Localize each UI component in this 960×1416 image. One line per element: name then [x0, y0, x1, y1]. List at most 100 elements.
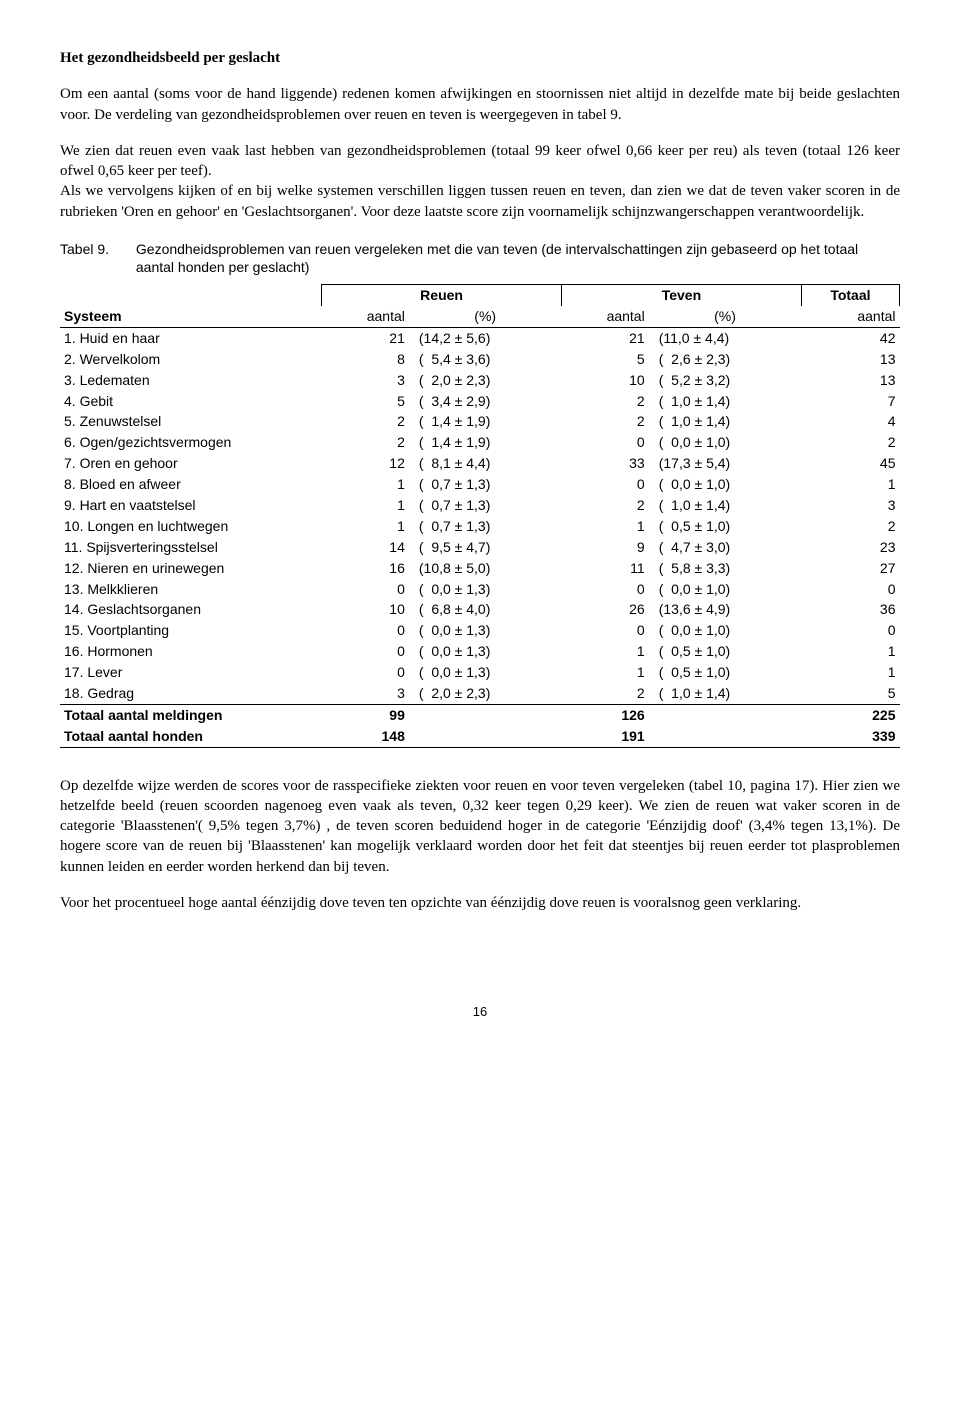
cell-totaal: 13 [801, 370, 899, 391]
cell-reuen-pct: (10,8 ± 5,0) [409, 558, 562, 579]
table-row: 5. Zenuwstelsel2( 1,4 ± 1,9)2( 1,0 ± 1,4… [60, 411, 900, 432]
cell-total-reuen: 99 [322, 704, 409, 725]
cell-reuen-aantal: 2 [322, 411, 409, 432]
cell-totaal: 1 [801, 474, 899, 495]
cell-reuen-aantal: 14 [322, 537, 409, 558]
cell-teven-pct: ( 1,0 ± 1,4) [649, 411, 802, 432]
cell-totaal: 2 [801, 516, 899, 537]
cell-teven-pct: ( 0,5 ± 1,0) [649, 662, 802, 683]
cell-totaal: 23 [801, 537, 899, 558]
th-teven-pct: (%) [649, 306, 802, 327]
cell-systeem: 1. Huid en haar [60, 327, 322, 348]
table-row: 9. Hart en vaatstelsel1( 0,7 ± 1,3)2( 1,… [60, 495, 900, 516]
cell-teven-aantal: 10 [562, 370, 649, 391]
paragraph-4: Op dezelfde wijze werden de scores voor … [60, 776, 900, 877]
table-row: 18. Gedrag3( 2,0 ± 2,3)2( 1,0 ± 1,4)5 [60, 683, 900, 704]
cell-teven-aantal: 0 [562, 474, 649, 495]
cell-teven-pct: ( 5,8 ± 3,3) [649, 558, 802, 579]
cell-totaal: 0 [801, 620, 899, 641]
cell-systeem: 13. Melkklieren [60, 579, 322, 600]
cell-teven-pct: ( 1,0 ± 1,4) [649, 391, 802, 412]
cell-systeem: 2. Wervelkolom [60, 349, 322, 370]
cell-teven-aantal: 1 [562, 641, 649, 662]
cell-reuen-aantal: 1 [322, 474, 409, 495]
cell-reuen-aantal: 0 [322, 620, 409, 641]
cell-total-reuen: 148 [322, 726, 409, 747]
cell-total-totaal: 339 [801, 726, 899, 747]
cell-totaal: 5 [801, 683, 899, 704]
cell-systeem: 4. Gebit [60, 391, 322, 412]
cell-teven-aantal: 9 [562, 537, 649, 558]
cell-totaal: 4 [801, 411, 899, 432]
th-systeem: Systeem [60, 285, 322, 328]
table-row: 6. Ogen/gezichtsvermogen2( 1,4 ± 1,9)0( … [60, 432, 900, 453]
table-row: 8. Bloed en afweer1( 0,7 ± 1,3)0( 0,0 ± … [60, 474, 900, 495]
th-totaal: Totaal [801, 285, 899, 306]
cell-reuen-aantal: 3 [322, 683, 409, 704]
cell-reuen-aantal: 21 [322, 327, 409, 348]
cell-systeem: 10. Longen en luchtwegen [60, 516, 322, 537]
cell-systeem: 6. Ogen/gezichtsvermogen [60, 432, 322, 453]
cell-total-totaal: 225 [801, 704, 899, 725]
cell-reuen-pct: ( 0,7 ± 1,3) [409, 474, 562, 495]
cell-totaal: 27 [801, 558, 899, 579]
table-body: 1. Huid en haar21(14,2 ± 5,6)21(11,0 ± 4… [60, 327, 900, 747]
th-teven: Teven [562, 285, 802, 306]
cell-reuen-pct: ( 0,7 ± 1,3) [409, 495, 562, 516]
cell-total-label: Totaal aantal honden [60, 726, 322, 747]
table-row: 16. Hormonen0( 0,0 ± 1,3)1( 0,5 ± 1,0)1 [60, 641, 900, 662]
cell-totaal: 3 [801, 495, 899, 516]
cell-systeem: 18. Gedrag [60, 683, 322, 704]
cell-systeem: 14. Geslachtsorganen [60, 599, 322, 620]
table-row: 13. Melkklieren0( 0,0 ± 1,3)0( 0,0 ± 1,0… [60, 579, 900, 600]
table-row: 1. Huid en haar21(14,2 ± 5,6)21(11,0 ± 4… [60, 327, 900, 348]
cell-reuen-pct: ( 0,0 ± 1,3) [409, 620, 562, 641]
cell-reuen-pct: (14,2 ± 5,6) [409, 327, 562, 348]
cell-teven-pct: ( 1,0 ± 1,4) [649, 683, 802, 704]
table-row: 10. Longen en luchtwegen1( 0,7 ± 1,3)1( … [60, 516, 900, 537]
cell-totaal: 0 [801, 579, 899, 600]
cell-reuen-aantal: 8 [322, 349, 409, 370]
cell-systeem: 15. Voortplanting [60, 620, 322, 641]
cell-teven-aantal: 1 [562, 516, 649, 537]
table-caption: Tabel 9. Gezondheidsproblemen van reuen … [60, 240, 900, 276]
cell-reuen-pct: ( 5,4 ± 3,6) [409, 349, 562, 370]
cell-teven-pct: ( 0,0 ± 1,0) [649, 620, 802, 641]
cell-reuen-pct: ( 3,4 ± 2,9) [409, 391, 562, 412]
table-row: 4. Gebit5( 3,4 ± 2,9)2( 1,0 ± 1,4)7 [60, 391, 900, 412]
cell-totaal: 13 [801, 349, 899, 370]
paragraph-1: Om een aantal (soms voor de hand liggend… [60, 84, 900, 125]
table-total-row: Totaal aantal meldingen99 126 225 [60, 704, 900, 725]
paragraph-2: We zien dat reuen even vaak last hebben … [60, 143, 900, 179]
table-row: 3. Ledematen3( 2,0 ± 2,3)10( 5,2 ± 3,2)1… [60, 370, 900, 391]
cell-totaal: 2 [801, 432, 899, 453]
cell-reuen-pct: ( 1,4 ± 1,9) [409, 411, 562, 432]
cell-systeem: 16. Hormonen [60, 641, 322, 662]
cell-teven-aantal: 0 [562, 579, 649, 600]
cell-teven-aantal: 2 [562, 411, 649, 432]
cell-reuen-pct: ( 0,0 ± 1,3) [409, 579, 562, 600]
table-total-row: Totaal aantal honden148191339 [60, 726, 900, 747]
cell-total-label: Totaal aantal meldingen [60, 704, 322, 725]
cell-reuen-pct: ( 8,1 ± 4,4) [409, 453, 562, 474]
cell-systeem: 17. Lever [60, 662, 322, 683]
cell-systeem: 12. Nieren en urinewegen [60, 558, 322, 579]
cell-teven-aantal: 21 [562, 327, 649, 348]
cell-totaal: 45 [801, 453, 899, 474]
cell-total-teven: 126 [562, 704, 649, 725]
cell-systeem: 8. Bloed en afweer [60, 474, 322, 495]
table-row: 14. Geslachtsorganen10( 6,8 ± 4,0)26(13,… [60, 599, 900, 620]
cell-teven-pct: ( 0,5 ± 1,0) [649, 641, 802, 662]
cell-teven-aantal: 0 [562, 432, 649, 453]
health-table: Systeem Reuen Teven Totaal aantal (%) aa… [60, 284, 900, 748]
paragraph-3: Als we vervolgens kijken of en bij welke… [60, 183, 900, 219]
cell-teven-pct: ( 1,0 ± 1,4) [649, 495, 802, 516]
table-label: Tabel 9. [60, 240, 132, 258]
th-teven-aantal: aantal [562, 306, 649, 327]
cell-reuen-pct: ( 1,4 ± 1,9) [409, 432, 562, 453]
cell-reuen-aantal: 3 [322, 370, 409, 391]
th-totaal-aantal: aantal [801, 306, 899, 327]
cell-reuen-pct: ( 9,5 ± 4,7) [409, 537, 562, 558]
cell-teven-aantal: 1 [562, 662, 649, 683]
cell-totaal: 7 [801, 391, 899, 412]
